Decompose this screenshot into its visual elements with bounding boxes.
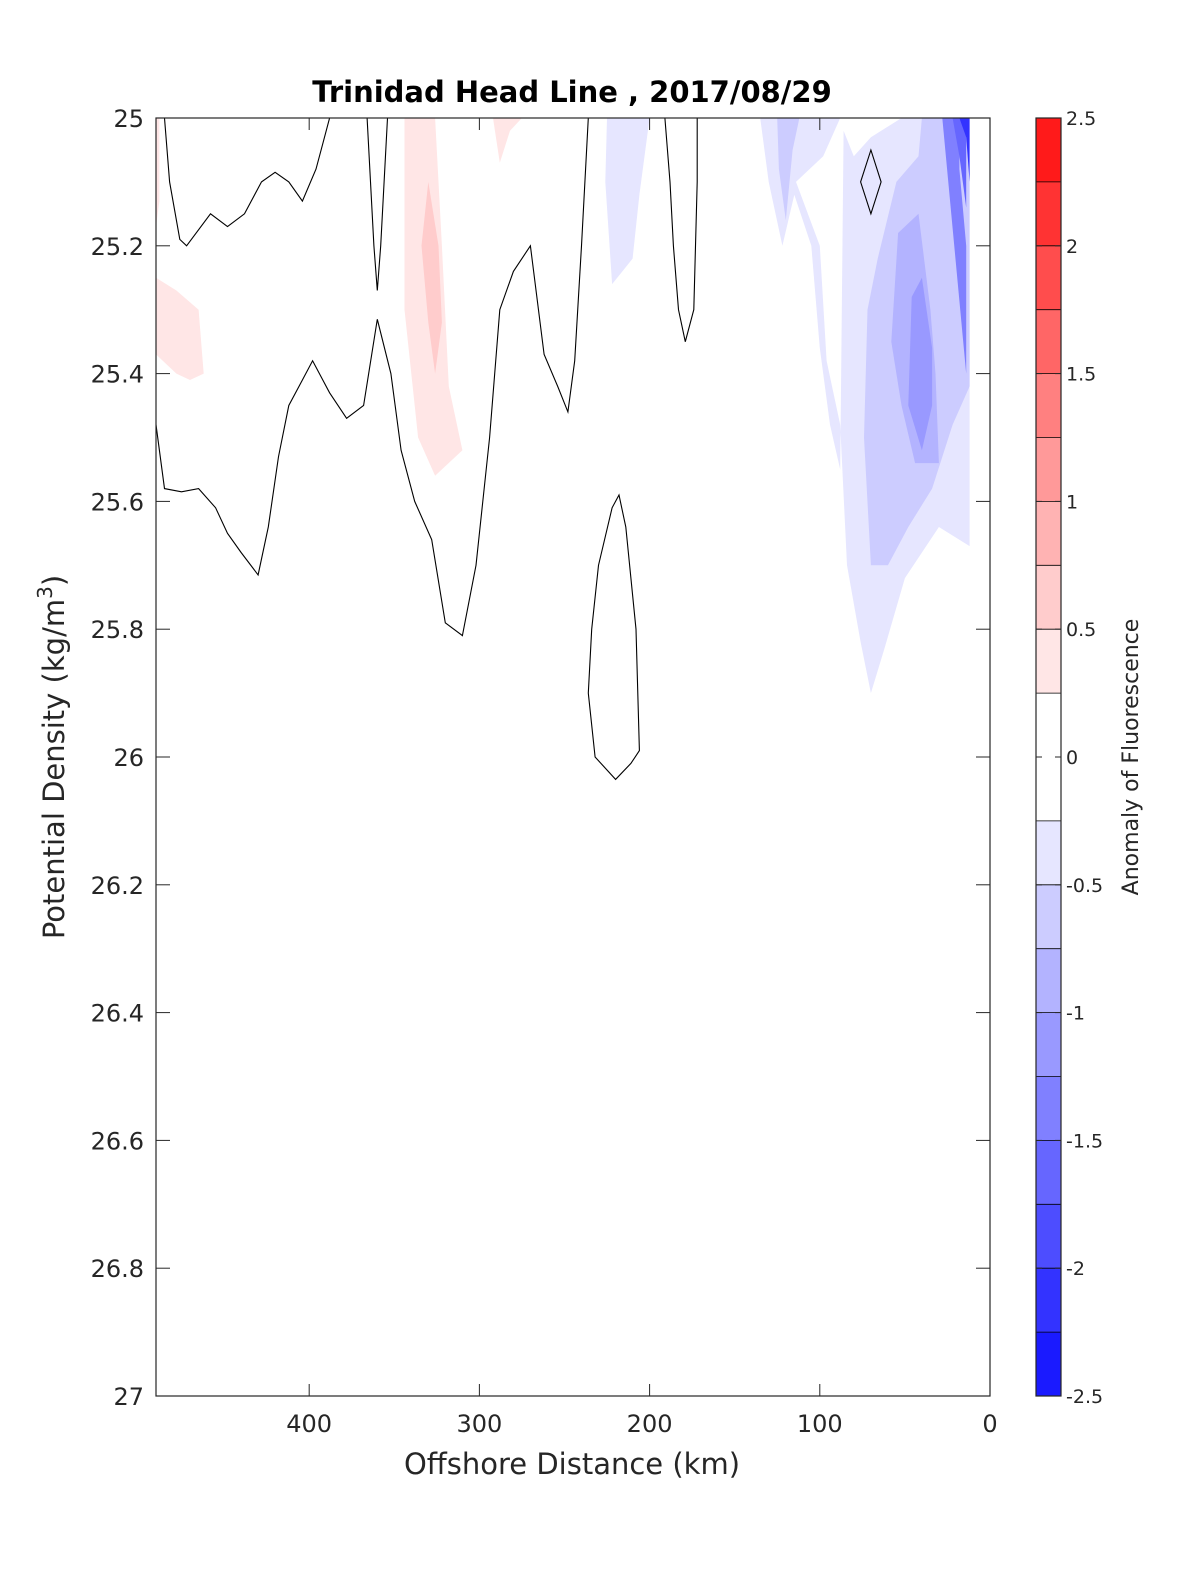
colorbar-label: Anomaly of Fluorescence	[1119, 619, 1144, 896]
y-tick-label-4: 25.8	[91, 616, 144, 644]
filled-region-4	[421, 181, 442, 374]
y-axis-label-main: Potential Density (kg/m	[37, 599, 71, 939]
filled-region-1	[156, 277, 204, 380]
x-tick-label-1: 300	[456, 1410, 502, 1438]
colorbar-tick-label-4: 0.5	[1066, 619, 1096, 641]
y-axis-ticks: 25 25.2 25.4 25.6 25.8 26 26.2 26.4 26.6 26.8 27	[91, 105, 990, 1411]
filled-region-10	[908, 277, 933, 451]
y-tick-label-6: 26.2	[91, 872, 144, 900]
filled-region-11	[942, 118, 967, 374]
contour-line-0	[156, 118, 589, 637]
colorbar-segment-11	[1036, 629, 1061, 694]
colorbar-tick-label-7: -1	[1066, 1003, 1085, 1025]
colorbar-frame	[1035, 117, 1062, 1397]
colorbar-segment-1	[1036, 1332, 1061, 1396]
colorbar-segment-2	[1036, 1268, 1061, 1333]
colorbar-tick-label-5: 0	[1066, 747, 1078, 769]
y-axis-label-superscript: 3	[33, 586, 57, 599]
y-axis-label: Potential Density (kg/m3)	[33, 575, 71, 939]
colorbar-segment-12	[1036, 565, 1061, 630]
colorbar-segment-7	[1036, 948, 1061, 1013]
contour-line-4	[587, 493, 640, 781]
colorbar-segment-4	[1036, 1140, 1061, 1205]
colorbar-segment-19	[1036, 118, 1061, 182]
colorbar-segment-5	[1036, 1076, 1061, 1141]
colorbar-tick-label-9: -2	[1066, 1258, 1085, 1280]
colorbar-segment-13	[1036, 501, 1061, 566]
colorbar-segment-3	[1036, 1204, 1061, 1269]
x-axis-ticks: 400 300 200 100 0	[286, 118, 998, 1438]
x-axis-label: Offshore Distance (km)	[404, 1447, 740, 1481]
filled-region-5	[605, 118, 650, 285]
y-axis-label-close: )	[37, 575, 71, 586]
y-tick-label-0: 25	[113, 105, 144, 133]
x-tick-label-2: 200	[627, 1410, 673, 1438]
colorbar-segment-17	[1036, 245, 1061, 310]
colorbar-ticks: 2.5 2 1.5 1 0.5 0 -0.5 -1 -1.5 -2 -2.5	[1036, 108, 1103, 1408]
x-tick-label-3: 100	[797, 1410, 843, 1438]
colorbar-tick-label-10: -2.5	[1066, 1386, 1103, 1408]
contour-line-3	[664, 118, 698, 342]
y-tick-label-1: 25.2	[91, 233, 144, 261]
colorbar-tick-label-0: 2.5	[1066, 108, 1096, 130]
y-tick-label-10: 27	[113, 1383, 144, 1411]
y-tick-label-7: 26.4	[91, 1000, 144, 1028]
colorbar-tick-label-8: -1.5	[1066, 1130, 1103, 1152]
y-tick-label-5: 26	[113, 744, 144, 772]
y-tick-label-8: 26.6	[91, 1127, 144, 1155]
contour-line-1	[163, 118, 331, 247]
y-tick-label-2: 25.4	[91, 361, 144, 389]
y-tick-label-9: 26.8	[91, 1255, 144, 1283]
filled-region-12	[952, 118, 967, 208]
contour-line-5	[860, 148, 882, 216]
x-tick-label-4: 0	[982, 1410, 997, 1438]
contour-line-2	[366, 118, 389, 291]
x-tick-label-0: 400	[286, 1410, 332, 1438]
colorbar-segment-18	[1036, 181, 1061, 246]
chart-title: Trinidad Head Line , 2017/08/29	[312, 75, 832, 109]
colorbar-segment-8	[1036, 884, 1061, 949]
y-tick-label-3: 25.6	[91, 488, 144, 516]
colorbar-segment-14	[1036, 437, 1061, 502]
filled-region-0	[156, 118, 160, 227]
filled-region-13	[959, 118, 970, 182]
colorbar-tick-label-3: 1	[1066, 491, 1078, 513]
colorbar-segment-9	[1036, 820, 1061, 885]
colorbar-tick-label-6: -0.5	[1066, 875, 1103, 897]
colorbar-tick-label-2: 1.5	[1066, 364, 1096, 386]
colorbar-segment-16	[1036, 309, 1061, 374]
filled-contours	[156, 118, 970, 694]
colorbar-segment-6	[1036, 1012, 1061, 1077]
colorbar-tick-label-1: 2	[1066, 236, 1078, 258]
filled-region-3	[493, 118, 522, 163]
filled-region-7	[777, 118, 800, 221]
colorbar-segment-15	[1036, 373, 1061, 438]
contour-lines	[156, 118, 882, 781]
